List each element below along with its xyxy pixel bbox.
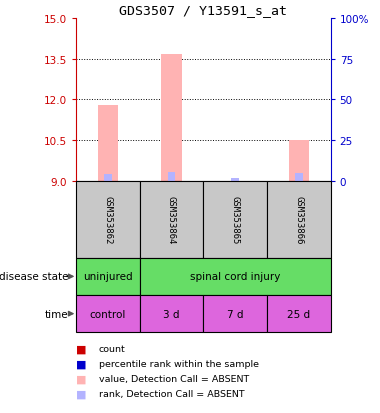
Text: GSM353862: GSM353862 bbox=[103, 196, 112, 244]
FancyBboxPatch shape bbox=[267, 182, 331, 258]
Text: GDS3507 / Y13591_s_at: GDS3507 / Y13591_s_at bbox=[119, 4, 287, 17]
Text: 3 d: 3 d bbox=[163, 309, 180, 319]
Text: ■: ■ bbox=[76, 389, 87, 399]
FancyBboxPatch shape bbox=[203, 295, 267, 332]
FancyBboxPatch shape bbox=[76, 182, 139, 258]
Text: disease state: disease state bbox=[0, 272, 68, 282]
Bar bbox=[168, 172, 175, 182]
Bar bbox=[231, 179, 239, 182]
Bar bbox=[104, 175, 112, 182]
Text: rank, Detection Call = ABSENT: rank, Detection Call = ABSENT bbox=[99, 389, 244, 399]
Bar bbox=[295, 173, 302, 182]
Text: GSM353864: GSM353864 bbox=[167, 196, 176, 244]
Bar bbox=[161, 55, 182, 182]
FancyBboxPatch shape bbox=[139, 258, 331, 295]
Text: GSM353866: GSM353866 bbox=[294, 196, 303, 244]
FancyBboxPatch shape bbox=[139, 182, 203, 258]
FancyBboxPatch shape bbox=[76, 295, 139, 332]
Bar bbox=[98, 106, 118, 182]
Text: spinal cord injury: spinal cord injury bbox=[190, 272, 280, 282]
FancyBboxPatch shape bbox=[76, 258, 139, 295]
Text: value, Detection Call = ABSENT: value, Detection Call = ABSENT bbox=[99, 374, 249, 383]
Text: ■: ■ bbox=[76, 358, 87, 368]
FancyBboxPatch shape bbox=[139, 295, 203, 332]
FancyBboxPatch shape bbox=[203, 182, 267, 258]
Text: 25 d: 25 d bbox=[287, 309, 310, 319]
Text: 7 d: 7 d bbox=[227, 309, 243, 319]
Text: ■: ■ bbox=[76, 374, 87, 384]
Text: percentile rank within the sample: percentile rank within the sample bbox=[99, 359, 259, 368]
Text: uninjured: uninjured bbox=[83, 272, 133, 282]
Text: time: time bbox=[45, 309, 68, 319]
FancyBboxPatch shape bbox=[267, 295, 331, 332]
Bar bbox=[288, 141, 309, 182]
Text: ■: ■ bbox=[76, 344, 87, 354]
Text: count: count bbox=[99, 344, 125, 354]
Text: GSM353865: GSM353865 bbox=[231, 196, 240, 244]
Text: control: control bbox=[90, 309, 126, 319]
